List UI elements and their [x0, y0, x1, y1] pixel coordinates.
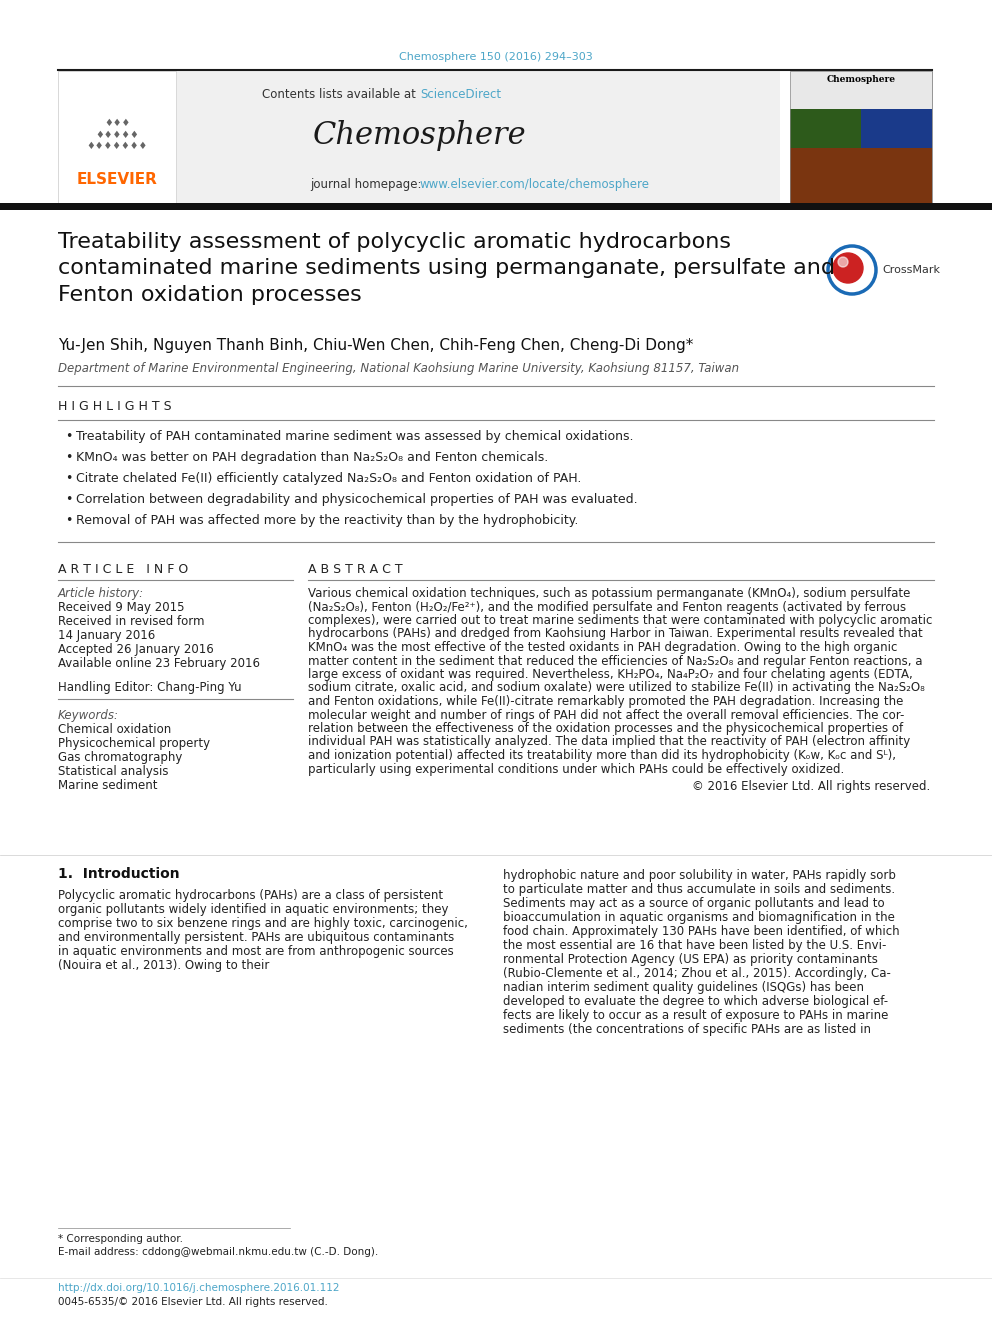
Text: Sediments may act as a source of organic pollutants and lead to: Sediments may act as a source of organic… — [503, 897, 885, 910]
Text: ELSEVIER: ELSEVIER — [76, 172, 158, 187]
Text: E-mail address: cddong@webmail.nkmu.edu.tw (C.-D. Dong).: E-mail address: cddong@webmail.nkmu.edu.… — [58, 1248, 378, 1257]
Text: Received 9 May 2015: Received 9 May 2015 — [58, 601, 185, 614]
Text: bioaccumulation in aquatic organisms and biomagnification in the: bioaccumulation in aquatic organisms and… — [503, 912, 895, 923]
Circle shape — [838, 257, 848, 267]
Text: •: • — [65, 472, 72, 486]
Bar — [58, 71, 176, 202]
Text: matter content in the sediment that reduced the efficiencies of Na₂S₂O₈ and regu: matter content in the sediment that redu… — [308, 655, 923, 668]
Bar — [790, 108, 861, 202]
Text: food chain. Approximately 130 PAHs have been identified, of which: food chain. Approximately 130 PAHs have … — [503, 925, 900, 938]
Text: CrossMark: CrossMark — [882, 265, 940, 275]
Text: Received in revised form: Received in revised form — [58, 615, 204, 628]
Text: * Corresponding author.: * Corresponding author. — [58, 1234, 183, 1244]
Text: KMnO₄ was better on PAH degradation than Na₂S₂O₈ and Fenton chemicals.: KMnO₄ was better on PAH degradation than… — [76, 451, 549, 464]
Text: in aquatic environments and most are from anthropogenic sources: in aquatic environments and most are fro… — [58, 945, 453, 958]
Circle shape — [833, 253, 863, 283]
Text: (Rubio-Clemente et al., 2014; Zhou et al., 2015). Accordingly, Ca-: (Rubio-Clemente et al., 2014; Zhou et al… — [503, 967, 891, 980]
Text: KMnO₄ was the most effective of the tested oxidants in PAH degradation. Owing to: KMnO₄ was the most effective of the test… — [308, 642, 898, 654]
Text: Physicochemical property: Physicochemical property — [58, 737, 210, 750]
Text: the most essential are 16 that have been listed by the U.S. Envi-: the most essential are 16 that have been… — [503, 939, 887, 953]
Text: A R T I C L E   I N F O: A R T I C L E I N F O — [58, 564, 188, 576]
Text: Treatability assessment of polycyclic aromatic hydrocarbons
contaminated marine : Treatability assessment of polycyclic ar… — [58, 232, 835, 304]
Text: and ionization potential) affected its treatability more than did its hydrophobi: and ionization potential) affected its t… — [308, 749, 896, 762]
Text: Polycyclic aromatic hydrocarbons (PAHs) are a class of persistent: Polycyclic aromatic hydrocarbons (PAHs) … — [58, 889, 443, 902]
Text: Department of Marine Environmental Engineering, National Kaohsiung Marine Univer: Department of Marine Environmental Engin… — [58, 363, 739, 374]
Text: © 2016 Elsevier Ltd. All rights reserved.: © 2016 Elsevier Ltd. All rights reserved… — [691, 781, 930, 792]
Text: Accepted 26 January 2016: Accepted 26 January 2016 — [58, 643, 213, 656]
Text: comprise two to six benzene rings and are highly toxic, carcinogenic,: comprise two to six benzene rings and ar… — [58, 917, 468, 930]
Bar — [790, 71, 932, 202]
Text: Correlation between degradability and physicochemical properties of PAH was eval: Correlation between degradability and ph… — [76, 493, 638, 505]
Text: fects are likely to occur as a result of exposure to PAHs in marine: fects are likely to occur as a result of… — [503, 1009, 889, 1021]
Text: Treatability of PAH contaminated marine sediment was assessed by chemical oxidat: Treatability of PAH contaminated marine … — [76, 430, 634, 443]
Text: •: • — [65, 451, 72, 464]
Bar — [790, 71, 932, 202]
Bar — [861, 108, 932, 202]
Text: Chemosphere 150 (2016) 294–303: Chemosphere 150 (2016) 294–303 — [399, 52, 593, 62]
Text: Citrate chelated Fe(II) efficiently catalyzed Na₂S₂O₈ and Fenton oxidation of PA: Citrate chelated Fe(II) efficiently cata… — [76, 472, 581, 486]
Text: (Nouira et al., 2013). Owing to their: (Nouira et al., 2013). Owing to their — [58, 959, 270, 972]
Text: http://dx.doi.org/10.1016/j.chemosphere.2016.01.112: http://dx.doi.org/10.1016/j.chemosphere.… — [58, 1283, 339, 1293]
Text: Article history:: Article history: — [58, 587, 144, 601]
Text: 0045-6535/© 2016 Elsevier Ltd. All rights reserved.: 0045-6535/© 2016 Elsevier Ltd. All right… — [58, 1297, 328, 1307]
Text: Keywords:: Keywords: — [58, 709, 119, 722]
Bar — [58, 71, 780, 202]
Bar — [0, 202, 992, 210]
Text: Removal of PAH was affected more by the reactivity than by the hydrophobicity.: Removal of PAH was affected more by the … — [76, 515, 578, 527]
Text: developed to evaluate the degree to which adverse biological ef-: developed to evaluate the degree to whic… — [503, 995, 888, 1008]
Text: ♦♦♦
♦♦♦♦♦
♦♦♦♦♦♦♦: ♦♦♦ ♦♦♦♦♦ ♦♦♦♦♦♦♦ — [86, 118, 148, 151]
Text: particularly using experimental conditions under which PAHs could be effectively: particularly using experimental conditio… — [308, 762, 844, 775]
Text: individual PAH was statistically analyzed. The data implied that the reactivity : individual PAH was statistically analyze… — [308, 736, 911, 749]
Text: Statistical analysis: Statistical analysis — [58, 765, 169, 778]
Bar — [790, 71, 932, 108]
Text: Gas chromatography: Gas chromatography — [58, 751, 183, 763]
Text: H I G H L I G H T S: H I G H L I G H T S — [58, 400, 172, 413]
Text: to particulate matter and thus accumulate in soils and sediments.: to particulate matter and thus accumulat… — [503, 882, 895, 896]
Text: organic pollutants widely identified in aquatic environments; they: organic pollutants widely identified in … — [58, 904, 448, 916]
Bar — [790, 148, 932, 202]
Text: A B S T R A C T: A B S T R A C T — [308, 564, 403, 576]
Text: Marine sediment: Marine sediment — [58, 779, 158, 792]
Text: Chemosphere: Chemosphere — [313, 120, 527, 151]
Text: www.elsevier.com/locate/chemosphere: www.elsevier.com/locate/chemosphere — [420, 179, 650, 191]
Text: hydrophobic nature and poor solubility in water, PAHs rapidly sorb: hydrophobic nature and poor solubility i… — [503, 869, 896, 882]
Text: Contents lists available at: Contents lists available at — [262, 89, 420, 101]
Text: ronmental Protection Agency (US EPA) as priority contaminants: ronmental Protection Agency (US EPA) as … — [503, 953, 878, 966]
Text: molecular weight and number of rings of PAH did not affect the overall removal e: molecular weight and number of rings of … — [308, 709, 905, 721]
Text: journal homepage:: journal homepage: — [310, 179, 426, 191]
Text: sediments (the concentrations of specific PAHs are as listed in: sediments (the concentrations of specifi… — [503, 1023, 871, 1036]
Text: ScienceDirect: ScienceDirect — [420, 89, 501, 101]
Text: and Fenton oxidations, while Fe(II)-citrate remarkably promoted the PAH degradat: and Fenton oxidations, while Fe(II)-citr… — [308, 695, 904, 708]
Text: Available online 23 February 2016: Available online 23 February 2016 — [58, 658, 260, 669]
Text: •: • — [65, 493, 72, 505]
Text: Yu-Jen Shih, Nguyen Thanh Binh, Chiu-Wen Chen, Chih-Feng Chen, Cheng-Di Dong*: Yu-Jen Shih, Nguyen Thanh Binh, Chiu-Wen… — [58, 337, 693, 353]
Text: large excess of oxidant was required. Nevertheless, KH₂PO₄, Na₄P₂O₇ and four che: large excess of oxidant was required. Ne… — [308, 668, 913, 681]
Text: hydrocarbons (PAHs) and dredged from Kaohsiung Harbor in Taiwan. Experimental re: hydrocarbons (PAHs) and dredged from Kao… — [308, 627, 923, 640]
Text: 14 January 2016: 14 January 2016 — [58, 628, 156, 642]
Text: 1.  Introduction: 1. Introduction — [58, 867, 180, 881]
Text: relation between the effectiveness of the oxidation processes and the physicoche: relation between the effectiveness of th… — [308, 722, 903, 736]
Text: •: • — [65, 515, 72, 527]
Text: (Na₂S₂O₈), Fenton (H₂O₂/Fe²⁺), and the modified persulfate and Fenton reagents (: (Na₂S₂O₈), Fenton (H₂O₂/Fe²⁺), and the m… — [308, 601, 906, 614]
Text: and environmentally persistent. PAHs are ubiquitous contaminants: and environmentally persistent. PAHs are… — [58, 931, 454, 945]
Text: •: • — [65, 430, 72, 443]
Text: Chemosphere: Chemosphere — [826, 75, 896, 83]
Text: Various chemical oxidation techniques, such as potassium permanganate (KMnO₄), s: Various chemical oxidation techniques, s… — [308, 587, 911, 601]
Text: Handling Editor: Chang-Ping Yu: Handling Editor: Chang-Ping Yu — [58, 681, 242, 695]
Text: sodium citrate, oxalic acid, and sodium oxalate) were utilized to stabilize Fe(I: sodium citrate, oxalic acid, and sodium … — [308, 681, 925, 695]
Text: Chemical oxidation: Chemical oxidation — [58, 722, 172, 736]
Text: complexes), were carried out to treat marine sediments that were contaminated wi: complexes), were carried out to treat ma… — [308, 614, 932, 627]
Text: nadian interim sediment quality guidelines (ISQGs) has been: nadian interim sediment quality guidelin… — [503, 980, 864, 994]
